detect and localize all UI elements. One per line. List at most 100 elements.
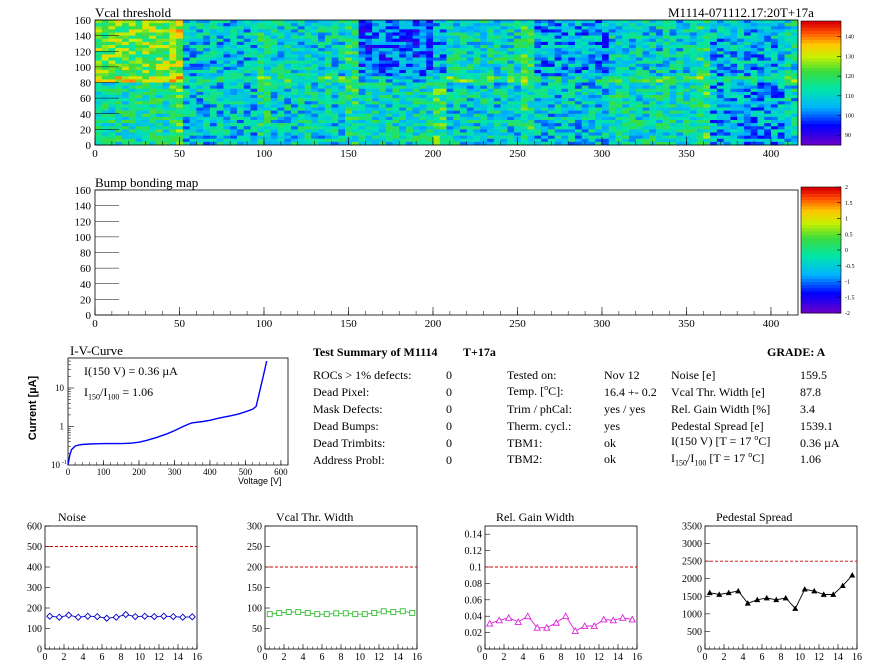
vcal-pixel — [419, 107, 427, 111]
vcal-pixel — [250, 101, 258, 105]
vcal-pixel — [155, 60, 163, 65]
vcal-pixel — [101, 41, 109, 46]
vcal-pixel — [412, 70, 420, 74]
vcal-pixel — [432, 38, 441, 43]
vcal-pixel — [243, 66, 251, 71]
vcal-pixel — [453, 35, 461, 40]
vcal-pixel — [520, 85, 528, 90]
vcal-pixel — [656, 82, 664, 86]
vcal-pixel — [297, 79, 305, 83]
vcal-pixel — [757, 32, 765, 36]
vcal-pixel — [561, 104, 569, 108]
vcal-pixel — [770, 32, 779, 36]
vcal-pixel — [304, 88, 312, 93]
vcal-pixel — [230, 85, 238, 90]
vcal-pixel — [419, 26, 427, 30]
vcal-pixel — [95, 132, 103, 136]
vcal-pixel — [466, 60, 474, 65]
vcal-pixel — [189, 35, 197, 40]
vcal-pixel — [372, 104, 380, 108]
vcal-pixel — [466, 82, 474, 86]
vcal-pixel — [399, 60, 407, 65]
vcal-pixel — [311, 135, 319, 140]
vcal-pixel — [155, 123, 163, 127]
vcal-pixel — [716, 51, 724, 55]
vcal-pixel — [149, 101, 157, 105]
vcal-pixel — [493, 38, 501, 43]
vcal-pixel — [534, 79, 542, 83]
vcal-colorbar-bin — [801, 52, 841, 56]
vcal-pixel — [784, 29, 792, 33]
gain-width-ytick-label: 0 — [477, 645, 482, 656]
vcal-pixel — [277, 113, 285, 118]
vcal-pixel — [203, 79, 211, 83]
vcal-pixel — [115, 138, 123, 143]
vcal-pixel — [182, 51, 190, 55]
vcal-pixel — [95, 76, 103, 80]
vcal-pixel — [311, 60, 319, 65]
vcal-pixel — [574, 116, 582, 121]
vcal-pixel — [236, 91, 245, 96]
vcal-pixel — [318, 98, 326, 102]
vcal-pixel — [683, 101, 691, 105]
vcal-pixel — [703, 32, 711, 36]
vcal-pixel — [135, 45, 143, 49]
vcal-pixel — [311, 129, 319, 133]
vcal-pixel — [196, 26, 204, 30]
gain-width-ytick-label: 0.04 — [465, 612, 483, 623]
vcal-pixel — [358, 63, 366, 68]
vcal-pixel — [473, 66, 481, 71]
vcal-pixel — [683, 91, 691, 96]
vcal-pixel — [541, 38, 549, 43]
vcal-pixel — [662, 82, 670, 86]
vcal-pixel — [446, 88, 454, 93]
vcal-colorbar-bin — [801, 73, 841, 78]
vcal-pixel — [324, 51, 332, 55]
vcal-pixel — [676, 141, 684, 146]
vcal-pixel — [608, 98, 616, 102]
vcal-pixel — [95, 73, 103, 77]
vcal-pixel — [446, 85, 454, 90]
vcal-pixel — [703, 82, 711, 86]
bump-colorbar-label: 1 — [845, 217, 848, 223]
vcal-pixel — [710, 135, 718, 140]
vcal-pixel — [662, 51, 670, 55]
vcal-pixel — [764, 138, 772, 143]
vcal-pixel — [358, 23, 366, 27]
bump-colorbar-bin — [801, 278, 841, 282]
vcal-pixel — [507, 60, 515, 65]
vcal-xtick-label: 250 — [509, 148, 526, 160]
vcal-pixel — [223, 76, 231, 80]
vcal-pixel — [101, 95, 109, 99]
vcal-pixel — [669, 35, 677, 40]
ped-spread-point — [763, 594, 770, 601]
vcal-pixel — [230, 70, 238, 74]
vcal-pixel — [399, 66, 407, 71]
vcal-pixel — [277, 51, 285, 55]
vcal-pixel — [277, 38, 285, 43]
vcal-pixel — [378, 120, 386, 124]
vcal-pixel — [737, 54, 745, 58]
vcal-pixel — [453, 88, 461, 93]
vcal-pixel — [541, 91, 549, 96]
vcal-pixel — [480, 107, 488, 111]
vcal-pixel — [716, 32, 724, 36]
vcal-pixel — [257, 26, 265, 30]
vcal-pixel — [743, 57, 751, 61]
vcal-pixel — [108, 38, 116, 43]
vcal-pixel — [493, 73, 501, 77]
vcal-pixel — [412, 91, 420, 96]
vcal-pixel — [669, 23, 677, 27]
vcal-pixel — [189, 32, 197, 36]
vcal-pixel — [392, 107, 400, 111]
vcal-pixel — [770, 35, 779, 40]
vcal-pixel — [480, 48, 488, 52]
vcal-pixel — [419, 98, 427, 102]
vcal-pixel — [547, 116, 555, 121]
vcal-pixel — [541, 138, 549, 143]
vcal-pixel — [358, 85, 366, 90]
vcal-pixel — [460, 76, 468, 80]
vcal-pixel — [777, 32, 785, 36]
vcal-pixel — [399, 88, 407, 93]
vcal-pixel — [291, 91, 299, 96]
